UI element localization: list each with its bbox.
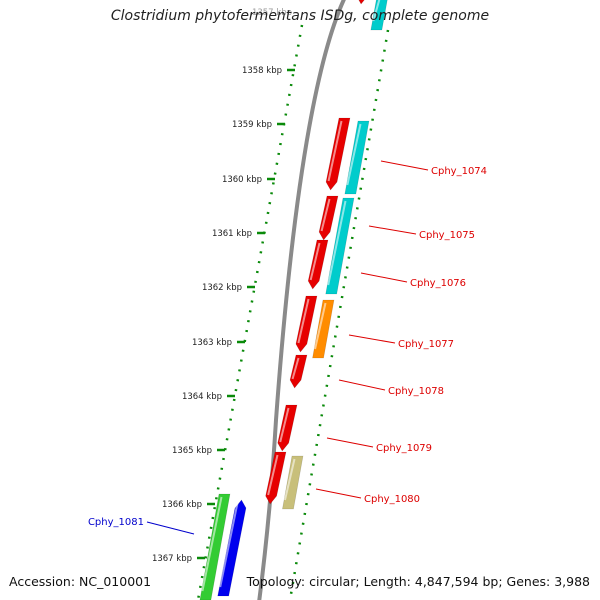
ruler-tick-label: 1362 kbp: [202, 283, 242, 293]
gene-arrow: [325, 117, 351, 191]
label-connector: [360, 272, 408, 283]
gene-label[interactable]: Cphy_1079: [376, 443, 432, 454]
ruler-ticks: 1358 kbp 1359 kbp 1360 kbp 1361 kbp 1362 kbp…: [152, 8, 295, 564]
ruler-tick-label: 1364 kbp: [182, 392, 222, 402]
gene-arrow: [312, 299, 335, 359]
ruler-tick-label: 1361 kbp: [212, 229, 252, 239]
gene-label[interactable]: Cphy_1074: [431, 166, 487, 177]
ruler-tick-label: 1367 kbp: [152, 554, 192, 564]
topology-text: Topology: circular; Length: 4,847,594 bp…: [246, 574, 590, 589]
label-connector: [368, 225, 417, 235]
gene-label[interactable]: Cphy_1075: [419, 230, 475, 241]
gene-arrow: [344, 120, 370, 195]
gene-arrow: [277, 404, 298, 452]
gene-label[interactable]: Cphy_1077: [398, 339, 454, 350]
ruler-tick-label: 1358 kbp: [242, 66, 282, 76]
gene-arrow: [358, 0, 365, 5]
ruler-tick-label: 1357 kbp: [252, 8, 292, 18]
label-connector: [326, 437, 374, 448]
gene-labels: Cphy_1074 Cphy_1075 Cphy_1076 Cphy_1077 Cphy…: [88, 166, 487, 528]
gene-features: [199, 0, 388, 600]
gene-arrow: [282, 455, 304, 510]
ruler-tick-label: 1360 kbp: [222, 175, 262, 185]
gene-label[interactable]: Cphy_1081: [88, 517, 144, 528]
ruler-dotted-lines: [196, 24, 390, 600]
label-connector: [146, 521, 195, 535]
gene-arrow: [199, 493, 231, 600]
gene-arrow: [307, 239, 329, 290]
gene-arrow: [325, 197, 355, 295]
gene-label[interactable]: Cphy_1078: [388, 386, 444, 397]
accession-text: Accession: NC_010001: [9, 574, 152, 589]
gene-arrow: [295, 295, 318, 353]
gene-label[interactable]: Cphy_1076: [410, 278, 466, 289]
gene-arrow: [217, 499, 247, 597]
ruler-dotted-line: [288, 29, 390, 600]
gene-arrow: [289, 354, 308, 389]
gene-arrow: [318, 195, 339, 241]
genome-backbone: [257, 0, 346, 600]
label-lines: [146, 160, 429, 535]
label-connector: [338, 379, 386, 391]
ruler-tick-label: 1363 kbp: [192, 338, 232, 348]
ruler-tick-label: 1366 kbp: [162, 500, 202, 510]
label-connector: [380, 160, 429, 171]
genome-title: Clostridium phytofermentans ISDg, comple…: [110, 8, 490, 24]
ruler-tick-label: 1359 kbp: [232, 120, 272, 130]
gene-label[interactable]: Cphy_1080: [364, 494, 420, 505]
gene-arrow: [370, 0, 388, 31]
label-connector: [348, 334, 396, 344]
gene-arrow: [265, 451, 287, 505]
label-connector: [315, 488, 362, 499]
ruler-tick-label: 1365 kbp: [172, 446, 212, 456]
